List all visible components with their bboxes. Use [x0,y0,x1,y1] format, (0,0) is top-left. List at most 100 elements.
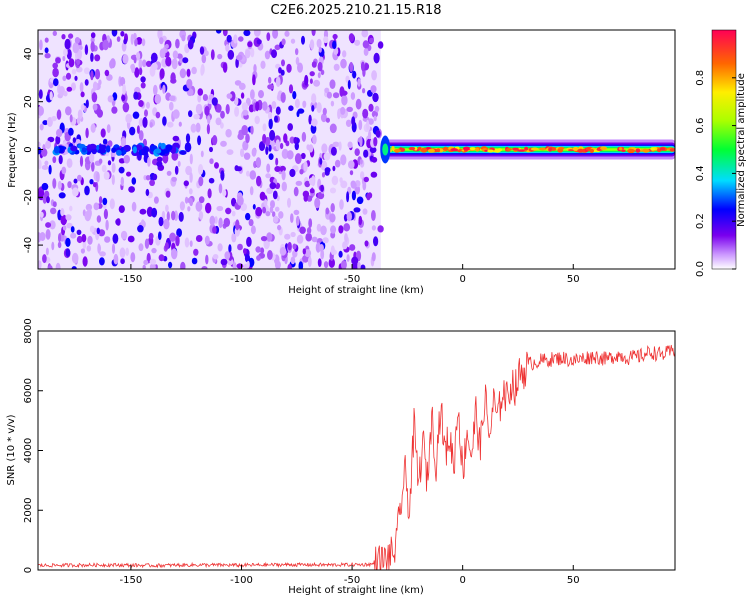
noise-speckle [316,223,322,232]
noise-speckle [52,67,59,78]
noise-speckle [302,190,310,198]
noise-speckle [311,105,315,112]
noise-band-spot [106,145,111,153]
noise-speckle [222,189,227,197]
noise-speckle [290,231,296,238]
noise-speckle [305,232,313,242]
top-y-tick-label: -40 [23,237,34,253]
noise-speckle [345,119,352,128]
noise-speckle [179,68,187,79]
noise-speckle [343,223,351,232]
noise-speckle [105,219,109,231]
noise-speckle [159,68,165,79]
noise-speckle [175,38,180,49]
noise-speckle [297,62,303,73]
noise-speckle [350,181,357,189]
noise-speckle [99,257,105,266]
noise-speckle [201,54,207,64]
noise-speckle [324,167,331,173]
signal-hotspot [558,146,565,150]
noise-speckle [162,84,166,94]
noise-speckle [377,225,384,233]
noise-speckle [122,83,126,95]
noise-speckle [236,54,243,61]
noise-speckle [162,116,167,126]
snr-series-line [38,344,675,570]
noise-speckle [254,115,260,125]
noise-speckle [281,38,286,46]
noise-speckle [329,187,337,194]
noise-speckle [69,205,73,212]
noise-speckle [368,130,372,140]
noise-speckle [363,47,369,57]
noise-speckle [52,201,57,208]
top-y-tick-label: 0 [23,146,34,152]
noise-speckle [68,58,75,68]
noise-speckle [225,207,232,215]
bottom-x-tick-label: 50 [567,575,580,586]
noise-speckle [149,263,156,269]
noise-speckle [373,236,379,247]
noise-speckle [311,236,318,243]
noise-speckle [331,175,339,186]
noise-speckle [215,117,222,126]
noise-speckle [348,33,355,42]
signal-hotspot [391,146,395,151]
top-x-tick-label: 50 [567,274,580,285]
noise-speckle [304,180,311,188]
noise-speckle [149,122,153,128]
noise-speckle [133,56,137,64]
noise-speckle [346,191,350,203]
noise-speckle [340,90,348,96]
noise-speckle [362,208,368,215]
noise-speckle [368,103,374,112]
noise-speckle [238,36,244,42]
noise-speckle [249,170,257,180]
noise-speckle [38,105,44,116]
noise-speckle [251,148,257,157]
bottom-y-tick-label: 0 [23,567,34,573]
noise-speckle [48,265,53,269]
noise-speckle [306,195,313,202]
top-x-tick-label: -100 [230,274,253,285]
noise-speckle [205,202,212,214]
bottom-plot-background [38,331,675,570]
signal-hotspot [548,147,552,152]
noise-speckle [296,234,304,244]
noise-speckle [153,84,158,96]
noise-speckle [312,134,317,145]
noise-speckle [269,182,277,190]
noise-speckle [204,50,209,57]
noise-speckle [50,207,57,215]
noise-speckle [52,62,58,69]
noise-speckle [57,180,62,190]
noise-speckle [333,47,339,55]
noise-speckle [69,114,73,123]
noise-speckle [351,190,356,201]
noise-speckle [189,240,193,247]
noise-speckle [85,127,89,139]
noise-speckle [280,92,286,103]
noise-band-spot [123,144,131,152]
noise-speckle [172,135,180,142]
noise-speckle [164,43,169,49]
noise-speckle [120,31,125,37]
noise-speckle [347,141,353,149]
noise-speckle [281,148,289,159]
noise-speckle [349,170,354,176]
noise-speckle [212,135,218,146]
noise-speckle [246,170,250,177]
noise-speckle [330,225,337,234]
noise-band-spot [179,150,187,155]
noise-speckle [38,146,42,155]
noise-speckle [309,71,315,77]
noise-speckle [226,149,234,156]
noise-speckle [287,241,292,251]
signal-hotspot [469,147,476,151]
noise-speckle [92,182,97,188]
noise-speckle [94,54,101,62]
noise-speckle [123,38,128,45]
signal-hotspot [436,148,441,153]
noise-speckle [330,146,337,156]
signal-hotspot [408,147,416,151]
